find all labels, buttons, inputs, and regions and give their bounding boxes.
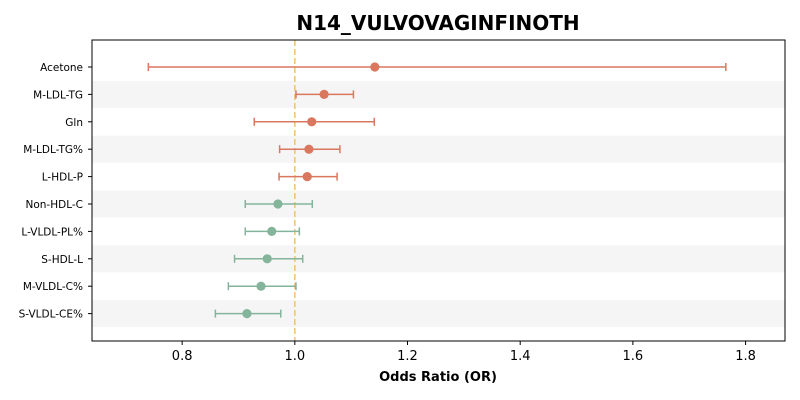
or-point	[307, 117, 317, 127]
plot-frame	[91, 39, 786, 342]
y-tick-label: L-VLDL-PL%	[21, 226, 83, 238]
y-tick-label: S-HDL-L	[41, 254, 83, 266]
x-tick-label: 1.0	[284, 349, 305, 364]
or-point	[319, 89, 329, 99]
or-point	[304, 144, 314, 154]
data-marks	[147, 62, 727, 319]
or-point	[262, 254, 272, 264]
y-tick-label: Gln	[65, 117, 83, 129]
or-point	[370, 62, 380, 72]
row-band	[92, 245, 785, 273]
or-point	[256, 281, 266, 291]
y-tick-label: Acetone	[40, 62, 83, 74]
row-band	[92, 80, 785, 108]
y-tick-label: M-VLDL-C%	[23, 281, 83, 293]
y-tick-label: L-HDL-P	[42, 172, 83, 184]
x-tick-label: 1.4	[510, 349, 531, 364]
y-tick-label: Non-HDL-C	[26, 199, 84, 211]
y-tick-label: M-LDL-TG	[33, 89, 83, 101]
row-bands	[92, 80, 785, 328]
x-axis-label: Odds Ratio (OR)	[379, 370, 497, 385]
y-tick-label: S-VLDL-CE%	[19, 309, 83, 321]
x-axis: 0.8 1.0 1.2 1.4 1.6 1.8	[172, 341, 756, 364]
x-tick-label: 1.6	[623, 349, 644, 364]
or-point	[242, 309, 252, 319]
y-axis: Acetone M-LDL-TG Gln M-LDL-TG% L-HDL-P Non-HD…	[19, 62, 92, 321]
row-band	[92, 300, 785, 328]
x-tick-label: 1.8	[735, 349, 756, 364]
or-point	[267, 226, 277, 236]
or-point	[302, 172, 312, 182]
chart-title: N14_VULVOVAGINFINOTH	[296, 11, 579, 35]
x-tick-label: 1.2	[397, 349, 418, 364]
y-tick-label: M-LDL-TG%	[23, 144, 83, 156]
row-band	[92, 190, 785, 218]
x-tick-label: 0.8	[172, 349, 193, 364]
or-point	[273, 199, 283, 209]
row-band	[92, 135, 785, 163]
